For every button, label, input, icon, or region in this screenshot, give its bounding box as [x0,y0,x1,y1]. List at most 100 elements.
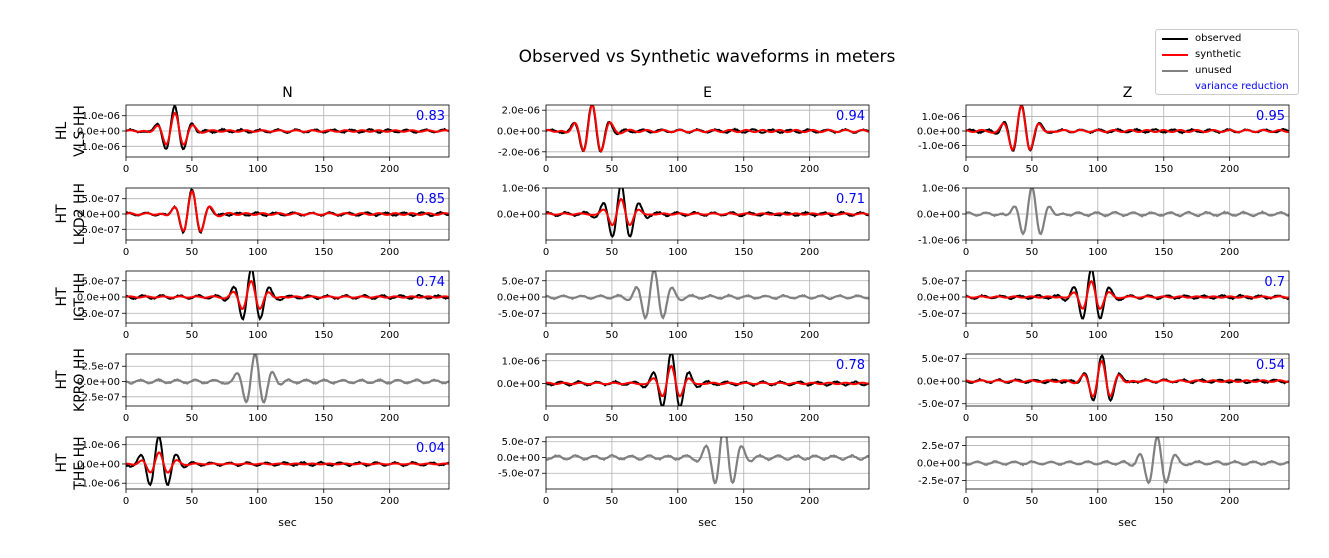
panel-ht-kpro-hh-z: 5.0e-07 0.0e+00 -5.0e-070 50 100 150 200 0.54 [917,353,1290,424]
x-tick-label: 200 [1220,247,1239,258]
x-tick-label: 200 [800,330,819,341]
x-tick-label: 50 [186,164,199,175]
y-tick-label: 0.0e+00 [917,210,960,221]
x-tick-label: 150 [314,413,333,424]
y-tick-label: 5.0e-07 [82,194,120,205]
legend-label-synthetic: synthetic [1195,49,1242,60]
x-tick-label: 0 [123,164,129,175]
x-tick-label: 50 [186,330,199,341]
x-tick-label: 100 [1088,496,1107,507]
x-tick-label: 200 [1220,413,1239,424]
chart-title: Observed vs Synthetic waveforms in meter… [519,47,896,67]
x-tick-label: 150 [314,496,333,507]
x-tick-label: 50 [606,413,619,424]
x-tick-label: 100 [668,164,687,175]
legend-swatch-synthetic [1162,54,1188,56]
panel-frame [125,270,450,324]
x-axis-label: sec [278,516,297,529]
y-tick-label: 1.0e-06 [922,112,960,123]
legend-label-unused: unused [1195,65,1232,76]
x-tick-label: 200 [800,413,819,424]
panel-frame [965,436,1290,490]
x-tick-label: 0 [543,164,549,175]
synthetic-trace [126,190,449,233]
x-tick-label: 150 [734,496,753,507]
x-tick-label: 50 [606,496,619,507]
panel-frame [545,270,870,324]
x-tick-label: 0 [123,330,129,341]
column-header-z: Z [1123,85,1133,101]
x-tick-label: 0 [123,496,129,507]
x-tick-label: 100 [1088,413,1107,424]
x-tick-label: 0 [543,247,549,258]
x-axis-label: sec [698,516,717,529]
x-tick-label: 150 [314,164,333,175]
x-tick-label: 0 [963,496,969,507]
x-tick-label: 0 [963,247,969,258]
y-tick-label: -2.5e-07 [918,476,960,487]
x-tick-label: 50 [1026,413,1039,424]
x-tick-label: 150 [1154,496,1173,507]
variance-reduction-value: 0.04 [416,441,445,456]
y-tick-label: 1.0e-06 [922,184,960,195]
y-tick-label: -5.0e-07 [498,309,540,320]
y-tick-label: 1.0e-06 [82,440,120,451]
panel-frame [125,436,450,490]
x-tick-label: 150 [314,330,333,341]
y-tick-label: 0.0e+00 [77,127,120,138]
x-tick-label: 0 [123,247,129,258]
x-tick-label: 100 [248,413,267,424]
variance-reduction-value: 0.71 [836,192,865,207]
y-tick-label: 5.0e-07 [922,276,960,287]
x-tick-label: 100 [248,164,267,175]
x-tick-label: 150 [1154,247,1173,258]
y-tick-label: -5.0e-07 [498,469,540,480]
x-tick-label: 50 [1026,496,1039,507]
panel-frame [545,436,870,490]
y-tick-label: -2.5e-07 [78,392,120,403]
panel-frame [125,353,450,407]
x-tick-label: 200 [380,330,399,341]
panel-hl-vls-hh-e: 2.0e-06 0.0e+00 -2.0e-060 50 100 150 200 0.94 [497,104,870,175]
observed-trace [126,271,449,321]
y-tick-label: 5.0e-07 [922,354,960,365]
x-tick-label: 0 [963,413,969,424]
x-tick-label: 200 [380,496,399,507]
x-tick-label: 100 [668,247,687,258]
synthetic-trace [546,105,869,153]
x-tick-label: 100 [668,413,687,424]
legend-swatch-unused [1162,70,1188,72]
panel-ht-igt-hh-z: 5.0e-07 0.0e+00 -5.0e-070 50 100 150 200 0.7 [917,270,1290,341]
y-tick-label: 2.5e-07 [922,441,960,452]
row-label-network: HT [54,287,70,307]
legend-label-observed: observed [1195,33,1242,44]
y-tick-label: 0.0e+00 [497,379,540,390]
x-tick-label: 50 [186,496,199,507]
x-tick-label: 150 [734,247,753,258]
y-tick-label: 0.0e+00 [77,459,120,470]
synthetic-trace [966,105,1289,152]
x-tick-label: 100 [668,330,687,341]
y-tick-label: -2.0e-06 [498,147,540,158]
observed-trace [966,271,1289,320]
y-tick-label: 0.0e+00 [77,377,120,388]
unused-trace [966,188,1289,236]
x-tick-label: 200 [1220,330,1239,341]
y-tick-label: 2.0e-06 [502,106,540,117]
x-tick-label: 100 [1088,164,1107,175]
observed-trace [966,354,1289,403]
x-tick-label: 150 [734,413,753,424]
y-tick-label: 5.0e-07 [502,276,540,287]
variance-reduction-value: 0.83 [416,109,445,124]
column-header-e: E [703,85,712,101]
observed-trace [126,188,449,235]
y-tick-label: -1.0e-06 [918,236,960,247]
panel-frame [965,187,1290,241]
x-tick-label: 0 [543,496,549,507]
x-tick-label: 100 [1088,330,1107,341]
y-tick-label: 0.0e+00 [77,293,120,304]
unused-trace [546,437,869,485]
x-tick-label: 150 [1154,330,1173,341]
panel-ht-kpro-hh-n: 2.5e-07 0.0e+00 -2.5e-070 50 100 150 200 [77,353,450,424]
